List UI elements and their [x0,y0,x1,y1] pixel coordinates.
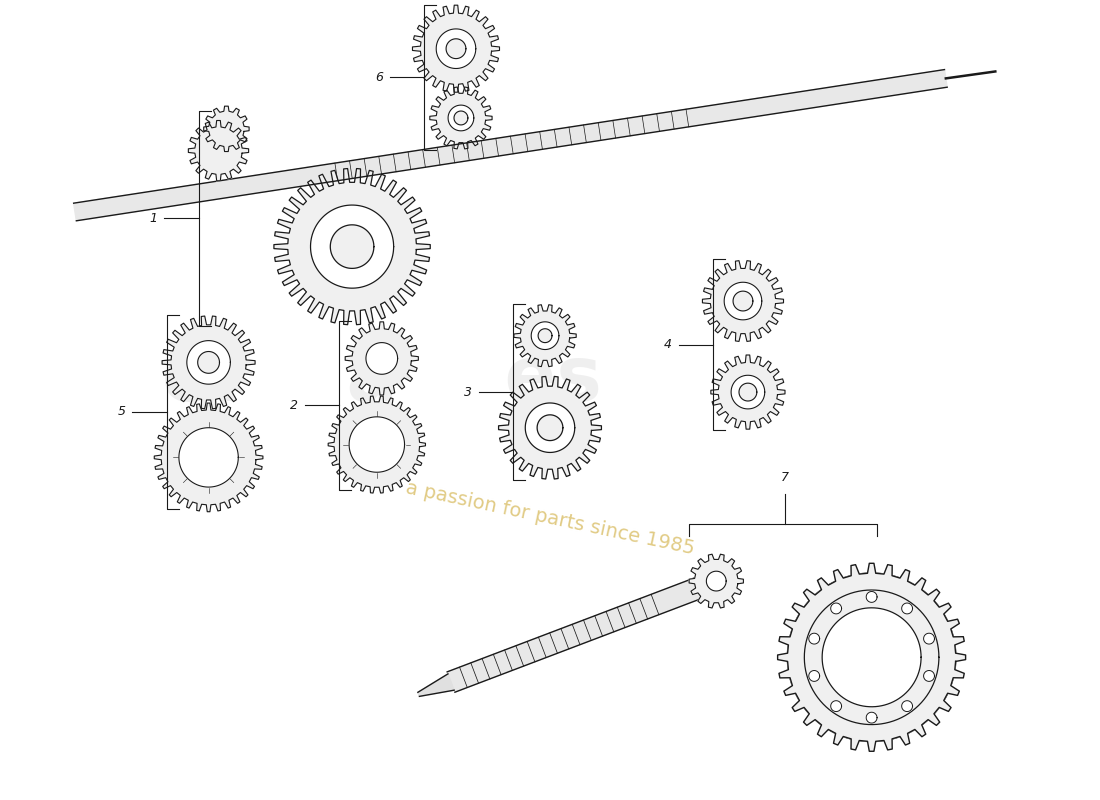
Polygon shape [808,670,820,682]
Text: 4: 4 [663,338,672,351]
Polygon shape [866,712,877,723]
Polygon shape [733,291,752,311]
Text: 3: 3 [464,386,472,398]
Polygon shape [830,701,842,711]
Polygon shape [198,351,220,374]
Polygon shape [924,670,935,682]
Text: 2: 2 [289,399,298,412]
Polygon shape [366,342,397,374]
Polygon shape [703,261,783,342]
Polygon shape [902,603,913,614]
Polygon shape [162,316,255,409]
Polygon shape [448,105,474,131]
Polygon shape [179,428,239,487]
Polygon shape [430,87,492,149]
Polygon shape [74,70,947,221]
Polygon shape [345,322,418,395]
Polygon shape [711,355,785,429]
Text: 1: 1 [150,212,157,225]
Polygon shape [187,341,230,384]
Polygon shape [447,39,466,58]
Polygon shape [778,563,966,751]
Polygon shape [822,608,921,706]
Polygon shape [538,329,552,342]
Polygon shape [531,322,559,350]
Polygon shape [330,225,374,268]
Polygon shape [310,205,394,288]
Polygon shape [866,591,877,602]
Text: el    a    es: el a es [162,343,602,418]
Polygon shape [788,573,956,742]
Polygon shape [418,674,454,696]
Polygon shape [808,634,820,644]
Text: a passion for parts since 1985: a passion for parts since 1985 [404,479,696,558]
Polygon shape [739,383,757,401]
Polygon shape [830,603,842,614]
Polygon shape [349,417,405,472]
Text: 6: 6 [375,71,383,84]
Text: 5: 5 [118,406,125,418]
Polygon shape [328,396,426,493]
Text: 7: 7 [781,471,789,484]
Polygon shape [514,305,576,366]
Polygon shape [804,590,939,725]
Polygon shape [448,578,702,692]
Polygon shape [902,701,913,711]
Polygon shape [188,121,249,181]
Polygon shape [732,375,764,409]
Polygon shape [924,634,935,644]
Polygon shape [154,403,263,512]
Polygon shape [204,106,249,151]
Polygon shape [412,5,499,92]
Polygon shape [454,111,467,125]
Polygon shape [724,282,762,320]
Polygon shape [706,571,726,591]
Polygon shape [526,403,574,453]
Polygon shape [537,415,563,441]
Polygon shape [437,29,476,69]
Polygon shape [689,554,744,608]
Polygon shape [498,377,602,479]
Polygon shape [274,169,430,325]
